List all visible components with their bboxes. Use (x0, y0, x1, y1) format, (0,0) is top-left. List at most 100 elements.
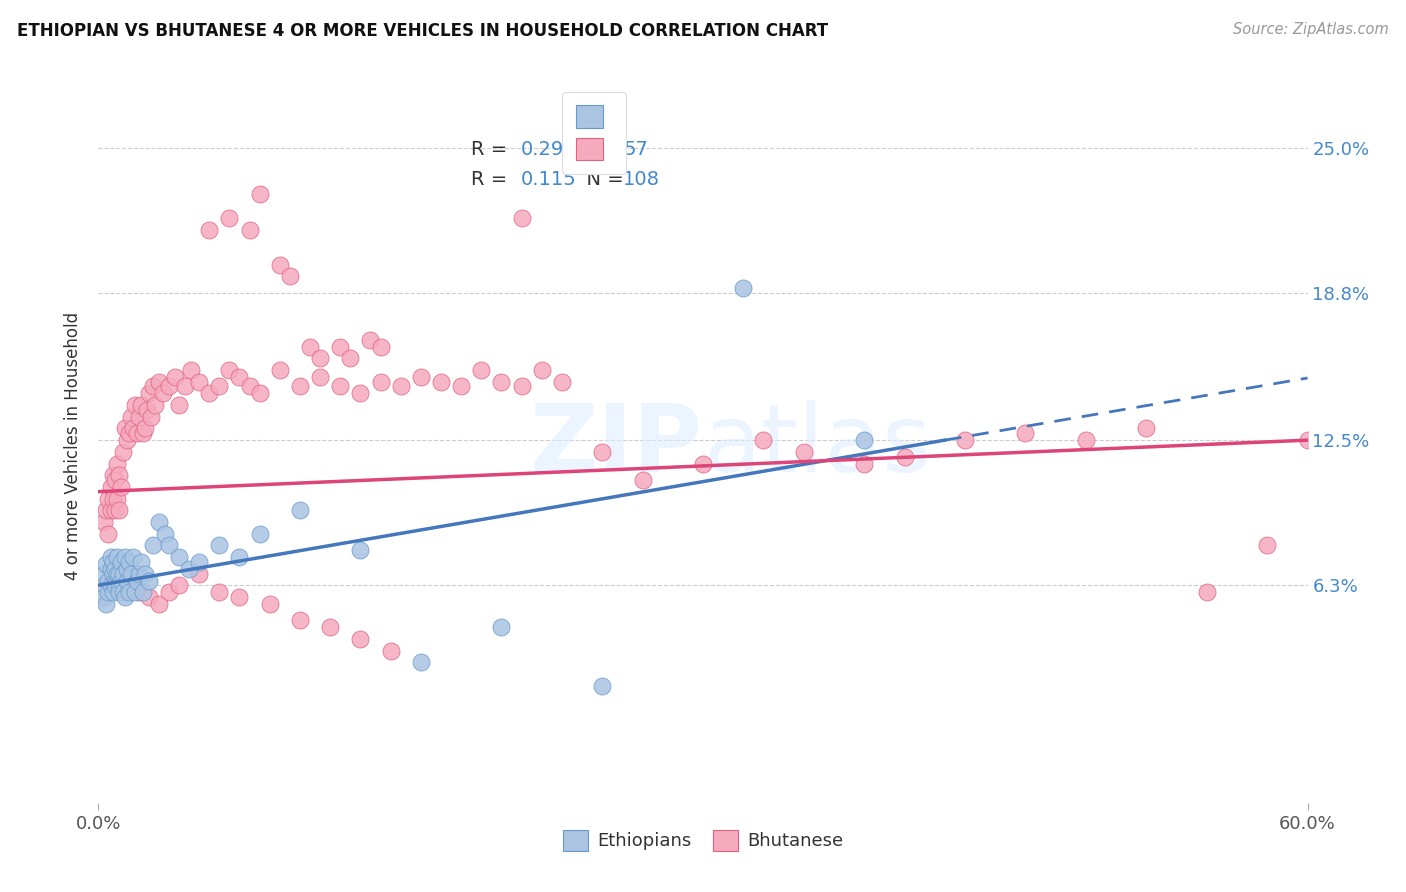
Point (101, 566, 124, 581)
Point (370, 375, 392, 389)
Text: N =: N = (574, 170, 630, 189)
Point (107, 468, 129, 483)
Point (103, 503, 125, 517)
Point (299, 340, 322, 354)
Point (100, 550, 122, 565)
Point (1296, 433, 1319, 447)
Text: 0.295: 0.295 (520, 140, 576, 160)
Point (96, 503, 118, 517)
Point (551, 375, 574, 389)
Point (174, 379, 197, 393)
Point (103, 473, 125, 487)
Point (101, 585, 124, 599)
Point (103, 578, 125, 592)
Point (120, 566, 142, 581)
Point (115, 433, 138, 447)
Point (179, 562, 201, 576)
Point (591, 679, 613, 693)
Point (128, 585, 150, 599)
Y-axis label: 4 or more Vehicles in Household: 4 or more Vehicles in Household (65, 312, 83, 580)
Point (111, 566, 134, 581)
Point (591, 445, 613, 459)
Point (114, 590, 136, 604)
Point (370, 340, 392, 354)
Point (101, 491, 124, 506)
Point (218, 363, 240, 377)
Point (491, 375, 513, 389)
Point (188, 566, 211, 581)
Point (530, 363, 553, 377)
Point (129, 555, 152, 569)
Point (167, 578, 190, 592)
Point (380, 644, 402, 658)
Point (491, 620, 513, 634)
Text: R =: R = (471, 140, 513, 160)
Point (93, 590, 115, 604)
Point (893, 450, 915, 464)
Point (105, 491, 128, 506)
Text: ZIP: ZIP (530, 400, 703, 492)
Point (339, 351, 361, 366)
Point (208, 585, 231, 599)
Point (152, 386, 174, 401)
Point (135, 402, 157, 417)
Point (208, 379, 231, 393)
Point (97, 491, 120, 506)
Point (96, 557, 118, 571)
Point (157, 585, 180, 599)
Point (1014, 426, 1036, 441)
Point (134, 566, 156, 581)
Point (853, 433, 876, 447)
Point (218, 211, 240, 225)
Point (101, 468, 124, 483)
Point (105, 566, 128, 581)
Point (510, 379, 533, 393)
Point (128, 409, 150, 424)
Point (329, 340, 352, 354)
Point (143, 398, 166, 412)
Point (167, 550, 190, 565)
Point (118, 585, 141, 599)
Point (110, 574, 132, 588)
Point (107, 585, 129, 599)
Point (93, 515, 115, 529)
Point (138, 574, 160, 588)
Point (692, 457, 714, 471)
Point (228, 370, 250, 384)
Point (142, 379, 165, 393)
Point (450, 379, 472, 393)
Point (409, 656, 432, 670)
Point (100, 562, 122, 576)
Point (163, 370, 186, 384)
Point (752, 433, 775, 447)
Point (118, 566, 141, 581)
Point (188, 375, 211, 389)
Point (269, 258, 291, 272)
Point (100, 480, 122, 494)
Point (125, 574, 148, 588)
Point (129, 398, 152, 412)
Point (121, 550, 143, 565)
Point (329, 379, 352, 393)
Point (1074, 433, 1097, 447)
Point (115, 562, 138, 576)
Point (107, 566, 129, 581)
Point (138, 386, 160, 401)
Point (319, 620, 342, 634)
Point (853, 457, 876, 471)
Text: Source: ZipAtlas.com: Source: ZipAtlas.com (1233, 22, 1389, 37)
Point (111, 585, 134, 599)
Point (124, 398, 146, 412)
Point (97, 585, 120, 599)
Point (157, 538, 180, 552)
Text: atlas: atlas (703, 400, 931, 492)
Text: 0.115: 0.115 (520, 170, 576, 189)
Point (100, 503, 122, 517)
Point (107, 578, 129, 592)
Point (107, 503, 129, 517)
Point (118, 426, 141, 441)
Point (1256, 538, 1278, 552)
Point (103, 562, 125, 576)
Point (288, 503, 311, 517)
Point (349, 543, 371, 558)
